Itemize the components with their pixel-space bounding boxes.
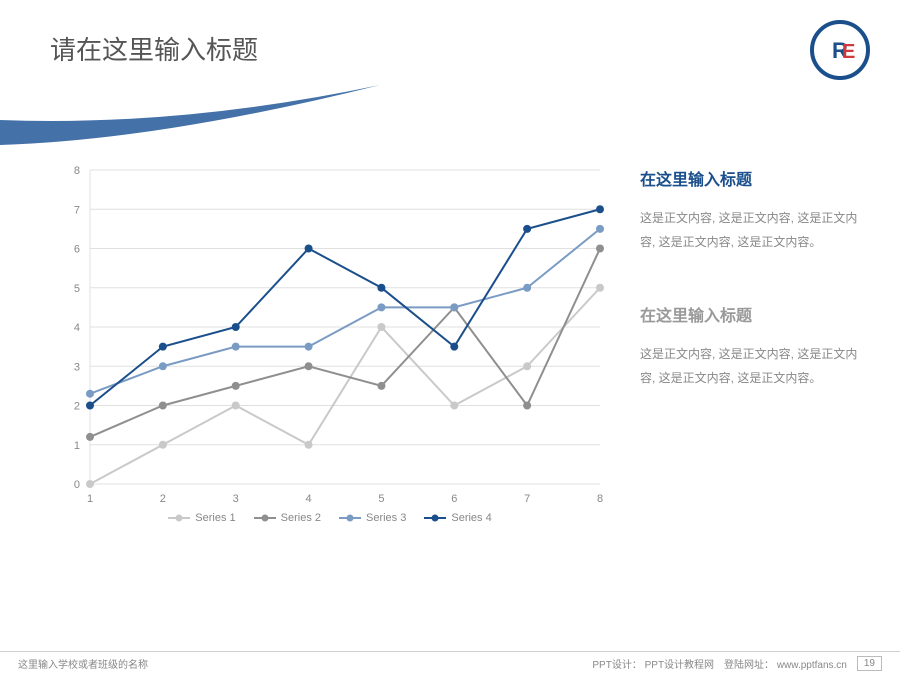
footer: 这里输入学校或者班级的名称 PPT设计： PPT设计教程网 登陆网址： www.…	[0, 651, 900, 675]
page-title: 请在这里输入标题	[50, 30, 900, 67]
section-title: 在这里输入标题	[640, 166, 860, 190]
line-chart: 01234567812345678 Series 1Series 2Series…	[50, 160, 610, 520]
svg-text:4: 4	[74, 322, 80, 334]
section-body: 这是正文内容, 这是正文内容, 这是正文内容, 这是正文内容, 这是正文内容。	[640, 342, 860, 390]
svg-text:6: 6	[451, 493, 457, 505]
section-body: 这是正文内容, 这是正文内容, 这是正文内容, 这是正文内容, 这是正文内容。	[640, 206, 860, 254]
svg-text:4: 4	[306, 493, 312, 505]
footer-credits: PPT设计： PPT设计教程网 登陆网址： www.pptfans.cn	[592, 656, 847, 671]
svg-text:5: 5	[74, 283, 80, 295]
svg-text:2: 2	[160, 493, 166, 505]
text-column: 在这里输入标题 这是正文内容, 这是正文内容, 这是正文内容, 这是正文内容, …	[640, 160, 860, 520]
section-2: 在这里输入标题 这是正文内容, 这是正文内容, 这是正文内容, 这是正文内容, …	[640, 302, 860, 390]
swoosh-decoration	[0, 85, 380, 145]
logo-icon: R E	[810, 20, 870, 80]
svg-text:7: 7	[74, 204, 80, 216]
legend-item: Series 3	[339, 512, 406, 524]
svg-text:3: 3	[74, 361, 80, 373]
legend-item: Series 4	[424, 512, 491, 524]
footer-right: PPT设计： PPT设计教程网 登陆网址： www.pptfans.cn 19	[592, 656, 882, 671]
svg-text:3: 3	[233, 493, 239, 505]
legend-item: Series 1	[168, 512, 235, 524]
svg-text:1: 1	[74, 440, 80, 452]
main-content: 01234567812345678 Series 1Series 2Series…	[0, 120, 900, 520]
section-title: 在这里输入标题	[640, 302, 860, 326]
svg-text:8: 8	[74, 165, 80, 177]
chart-svg: 01234567812345678	[50, 160, 610, 520]
svg-text:2: 2	[74, 401, 80, 413]
svg-text:E: E	[842, 41, 855, 63]
svg-text:1: 1	[87, 493, 93, 505]
page-number: 19	[857, 656, 882, 671]
svg-text:6: 6	[74, 244, 80, 256]
svg-text:0: 0	[74, 479, 80, 491]
svg-text:7: 7	[524, 493, 530, 505]
legend-item: Series 2	[254, 512, 321, 524]
header: 请在这里输入标题 R E	[0, 0, 900, 120]
footer-left: 这里输入学校或者班级的名称	[18, 656, 592, 671]
section-1: 在这里输入标题 这是正文内容, 这是正文内容, 这是正文内容, 这是正文内容, …	[640, 166, 860, 254]
svg-text:8: 8	[597, 493, 603, 505]
svg-text:5: 5	[378, 493, 384, 505]
chart-legend: Series 1 Series 2 Series 3 Series 4	[50, 512, 610, 524]
